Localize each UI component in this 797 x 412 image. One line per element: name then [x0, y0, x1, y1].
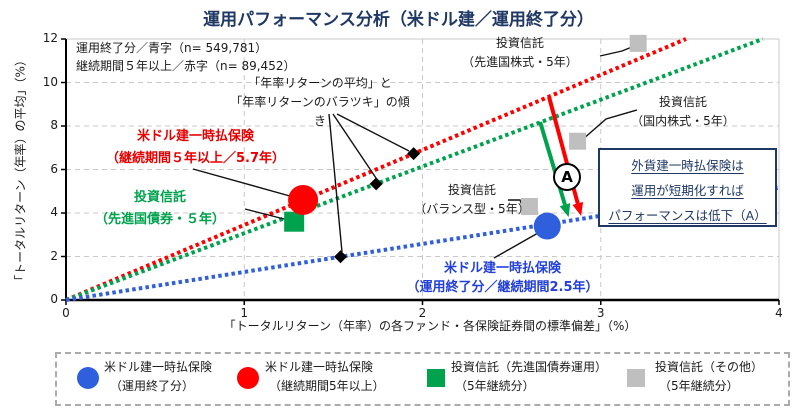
callout-line2: 運用が短期化すれば — [631, 183, 744, 198]
usd-insurance-terminated — [533, 212, 561, 240]
legend-item-1-line2: （運用終了分） — [110, 379, 195, 393]
label-fund-developed-bond-line1: 投資信託 — [133, 190, 186, 205]
label-fund-developed-equity: 投資信託 （先進国株式・5年） — [445, 34, 595, 72]
arrow-green-drop-head — [559, 203, 571, 218]
label-usd-insurance-terminated-line2: （運用終了分／継続期間2.5年） — [406, 280, 599, 295]
trend-red-5y-plus — [65, 37, 687, 302]
legend-red-circle-icon — [237, 367, 259, 389]
label-usd-insurance-5y-line1: 米ドル建一時払保険 — [136, 129, 254, 144]
label-fund-developed-equity-line1: 投資信託 — [495, 36, 544, 50]
label-fund-developed-equity-line2: （先進国株式・5年） — [462, 55, 578, 69]
y-tick-label: 10 — [42, 74, 58, 89]
y-tick-label: 12 — [42, 31, 58, 45]
x-axis-label: 「トータルリターン（年率）の各ファンド・各保険証券間の標準偏差」（%） — [223, 319, 637, 333]
legend-green-square-icon — [427, 369, 445, 387]
label-usd-insurance-5y: 米ドル建一時払保険 （継続期間５年以上／5.7年） — [98, 126, 293, 170]
slope-diamond-icon — [369, 177, 383, 191]
leader-line — [244, 208, 289, 221]
callout-line1: 外貨建一時払保険は — [631, 158, 744, 173]
callout-box: 外貨建一時払保険は 運用が短期化すれば パフォーマンスは低下（A） — [598, 148, 777, 227]
label-fund-domestic-equity-line2: （国内株式・5年） — [631, 114, 735, 128]
label-fund-balanced-line2: （バランス型・5年） — [414, 202, 530, 216]
arrow-red-drop-head — [572, 202, 584, 217]
usd-insurance-5y-plus — [288, 184, 319, 215]
legend-item-2-line2: （継続期間5年以上） — [269, 379, 385, 393]
y-tick-label: 4 — [50, 205, 58, 219]
slope-diamond-icon — [334, 250, 348, 264]
arrow-green-drop — [538, 121, 567, 206]
legend-gray-square-icon — [627, 369, 645, 387]
legend-item-4-line1: 投資信託（その他） — [655, 360, 764, 374]
y-axis-label: 「トータルリターン（年率）の平均」（%） — [13, 54, 28, 287]
leader-line — [192, 168, 298, 199]
label-fund-balanced: 投資信託 （バランス型・5年） — [402, 181, 542, 219]
legend-item-3-line2: （5年継続分） — [455, 379, 535, 393]
label-fund-balanced-line1: 投資信託 — [447, 183, 496, 197]
y-tick-label: 2 — [50, 248, 58, 263]
leader-line — [336, 113, 410, 152]
callout-line3: パフォーマンスは低下（A） — [608, 208, 767, 223]
x-tick-label: 0 — [62, 306, 70, 320]
leader-line — [332, 113, 379, 182]
leader-line — [581, 109, 638, 141]
slope-diamond-icon — [407, 147, 421, 161]
legend: 米ドル建一時払保険 （運用終了分） 米ドル建一時払保険 （継続期間5年以上） 投… — [55, 352, 790, 406]
label-fund-domestic-equity-line1: 投資信託 — [658, 95, 707, 109]
legend-item-4-line2: （5年継続分） — [659, 379, 739, 393]
fund-domestic-equity — [569, 132, 587, 150]
legend-item-1-line1: 米ドル建一時払保険 — [104, 360, 213, 374]
sample-size-note: 運用終了分／青字（n= 549,781） 継続期間５年以上／赤字（n= 89,4… — [76, 39, 295, 75]
sample-size-continuing: 継続期間５年以上／赤字（n= 89,452） — [76, 59, 296, 73]
slope-annotation-line2: 「年率リターンのバラツキ」の傾き — [230, 95, 410, 128]
x-tick-label: 2 — [418, 306, 427, 320]
y-tick-label: 0 — [50, 292, 58, 306]
label-fund-developed-bond: 投資信託 （先進国債券・５年） — [90, 187, 230, 231]
fund-developed-equity — [629, 34, 647, 52]
x-tick-label: 1 — [240, 306, 249, 320]
label-usd-insurance-terminated: 米ドル建一時払保険 （運用終了分／継続期間2.5年） — [395, 259, 610, 297]
sample-size-terminated: 運用終了分／青字（n= 549,781） — [76, 41, 268, 55]
marker-a-badge: A — [553, 163, 581, 191]
label-fund-developed-bond-line2: （先進国債券・５年） — [94, 212, 225, 227]
x-tick-label: 3 — [596, 306, 605, 320]
trend-green-developed-bond — [65, 37, 764, 302]
legend-item-3-line1: 投資信託（先進国債券運用） — [451, 360, 608, 374]
slope-annotation: 「年率リターンの平均」と 「年率リターンのバラツキ」の傾き — [225, 74, 415, 131]
x-tick-label: 4 — [775, 306, 783, 320]
label-usd-insurance-terminated-line1: 米ドル建一時払保険 — [443, 261, 561, 276]
y-tick-label: 8 — [50, 118, 58, 132]
slope-annotation-line1: 「年率リターンの平均」と — [248, 76, 392, 90]
fund-developed-bond — [284, 211, 305, 232]
y-tick-label: 6 — [50, 161, 58, 176]
page-title: 運用パフォーマンス分析（米ドル建／運用終了分） — [203, 10, 594, 30]
leader-line — [328, 113, 343, 253]
label-fund-domestic-equity: 投資信託 （国内株式・5年） — [618, 93, 748, 131]
label-usd-insurance-5y-line2: （継続期間５年以上／5.7年） — [105, 151, 286, 166]
legend-item-2-line1: 米ドル建一時払保険 — [265, 360, 374, 374]
legend-blue-circle-icon — [77, 367, 99, 389]
fund-balanced — [520, 197, 538, 215]
leader-line — [493, 232, 539, 259]
